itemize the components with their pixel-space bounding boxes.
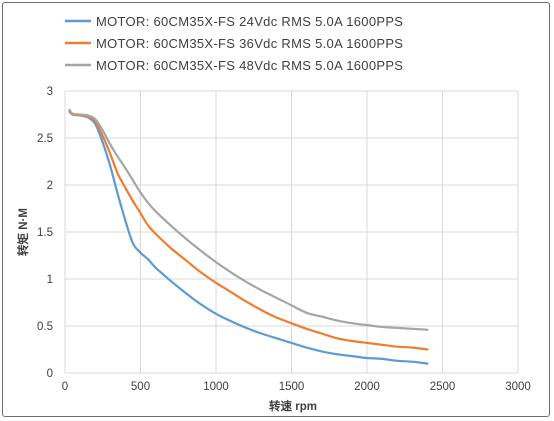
tick-labels: 0 0.5 1 1.5 2 2.5 3 0 500 1000 1500 2000 2500 3000 — [37, 86, 531, 393]
legend-label-3: MOTOR: 60CM35X-FS 48Vdc RMS 5.0A 1600PPS — [96, 58, 403, 73]
grid — [64, 90, 519, 374]
x-tick-label: 500 — [131, 381, 150, 393]
legend: MOTOR: 60CM35X-FS 24Vdc RMS 5.0A 1600PPS… — [65, 14, 403, 73]
y-tick-label: 3 — [47, 86, 53, 98]
series-line-1 — [68, 110, 429, 365]
y-tick-label: 1 — [47, 274, 53, 286]
legend-label-1: MOTOR: 60CM35X-FS 24Vdc RMS 5.0A 1600PPS — [96, 14, 403, 29]
series-line-3 — [68, 108, 429, 331]
y-tick-label: 0.5 — [37, 321, 53, 333]
x-tick-label: 1000 — [203, 381, 229, 393]
y-tick-label: 0 — [47, 368, 53, 380]
x-tick-label: 2500 — [430, 381, 456, 393]
series-line-2 — [68, 110, 429, 351]
y-tick-label: 2.5 — [37, 133, 53, 145]
legend-label-2: MOTOR: 60CM35X-FS 36Vdc RMS 5.0A 1600PPS — [96, 36, 403, 51]
x-tick-label: 2000 — [354, 381, 380, 393]
chart-frame — [2, 2, 550, 417]
x-axis-title: 转速 rpm — [269, 399, 317, 413]
x-tick-label: 3000 — [505, 381, 531, 393]
x-tick-label: 1500 — [279, 381, 305, 393]
x-tick-label: 0 — [62, 381, 68, 393]
y-axis-title: 转矩 N·M — [16, 208, 30, 256]
y-tick-label: 2 — [47, 180, 53, 192]
series-lines — [68, 108, 429, 365]
y-tick-label: 1.5 — [37, 227, 53, 239]
